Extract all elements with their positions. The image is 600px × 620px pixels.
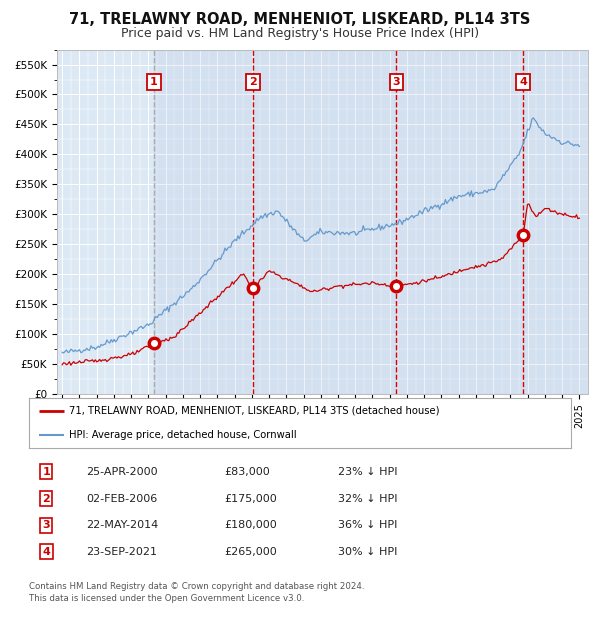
Text: Price paid vs. HM Land Registry's House Price Index (HPI): Price paid vs. HM Land Registry's House … bbox=[121, 27, 479, 40]
Text: 30% ↓ HPI: 30% ↓ HPI bbox=[338, 547, 397, 557]
Text: 36% ↓ HPI: 36% ↓ HPI bbox=[338, 520, 397, 530]
Text: £180,000: £180,000 bbox=[224, 520, 277, 530]
Text: 25-APR-2000: 25-APR-2000 bbox=[86, 467, 157, 477]
Text: 1: 1 bbox=[150, 78, 158, 87]
Text: This data is licensed under the Open Government Licence v3.0.: This data is licensed under the Open Gov… bbox=[29, 594, 304, 603]
Text: 22-MAY-2014: 22-MAY-2014 bbox=[86, 520, 158, 530]
Text: 23-SEP-2021: 23-SEP-2021 bbox=[86, 547, 157, 557]
Text: 71, TRELAWNY ROAD, MENHENIOT, LISKEARD, PL14 3TS (detached house): 71, TRELAWNY ROAD, MENHENIOT, LISKEARD, … bbox=[70, 406, 440, 416]
Text: Contains HM Land Registry data © Crown copyright and database right 2024.: Contains HM Land Registry data © Crown c… bbox=[29, 582, 364, 591]
Text: 3: 3 bbox=[43, 520, 50, 530]
Text: 3: 3 bbox=[392, 78, 400, 87]
Text: HPI: Average price, detached house, Cornwall: HPI: Average price, detached house, Corn… bbox=[70, 430, 297, 440]
Text: 4: 4 bbox=[519, 78, 527, 87]
Text: 02-FEB-2006: 02-FEB-2006 bbox=[86, 494, 157, 503]
Text: 71, TRELAWNY ROAD, MENHENIOT, LISKEARD, PL14 3TS: 71, TRELAWNY ROAD, MENHENIOT, LISKEARD, … bbox=[70, 12, 530, 27]
Text: 4: 4 bbox=[42, 547, 50, 557]
Text: 2: 2 bbox=[250, 78, 257, 87]
Bar bbox=[154, 50, 588, 394]
Text: £175,000: £175,000 bbox=[224, 494, 277, 503]
Text: £83,000: £83,000 bbox=[224, 467, 270, 477]
Text: 23% ↓ HPI: 23% ↓ HPI bbox=[338, 467, 397, 477]
Text: 32% ↓ HPI: 32% ↓ HPI bbox=[338, 494, 397, 503]
Text: £265,000: £265,000 bbox=[224, 547, 277, 557]
Text: 2: 2 bbox=[42, 494, 50, 503]
Text: 1: 1 bbox=[42, 467, 50, 477]
